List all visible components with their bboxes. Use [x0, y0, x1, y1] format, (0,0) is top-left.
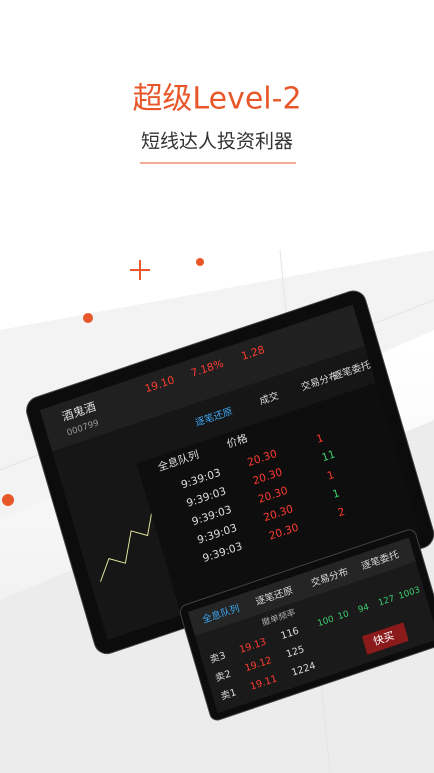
number: 94 [357, 602, 371, 615]
volume-cell: 2 [336, 505, 346, 520]
volume-cell: 11 [320, 447, 337, 464]
dot [196, 258, 204, 266]
row-cell: 卖2 [214, 669, 232, 685]
screen [188, 537, 434, 714]
row-cell: 卖1 [220, 687, 238, 703]
buy-button [361, 622, 409, 655]
stock-bar [40, 304, 365, 452]
dot [2, 494, 14, 506]
number: 10 [337, 609, 350, 622]
subtitle: 短线达人投资利器 [141, 131, 293, 153]
tab-bar [188, 537, 416, 636]
plus [130, 260, 150, 280]
volume-cell: 1 [331, 486, 341, 501]
volume-cell: 1 [326, 468, 336, 483]
title: 超级Level-2 [132, 82, 301, 117]
volume-cell: 1 [315, 431, 325, 446]
dot [83, 313, 93, 323]
front-screen: 全息队列逐笔还原交易分布逐笔委托撤单频率卖319.13116卖219.12125… [179, 529, 434, 721]
row-cell: 卖3 [209, 650, 227, 666]
